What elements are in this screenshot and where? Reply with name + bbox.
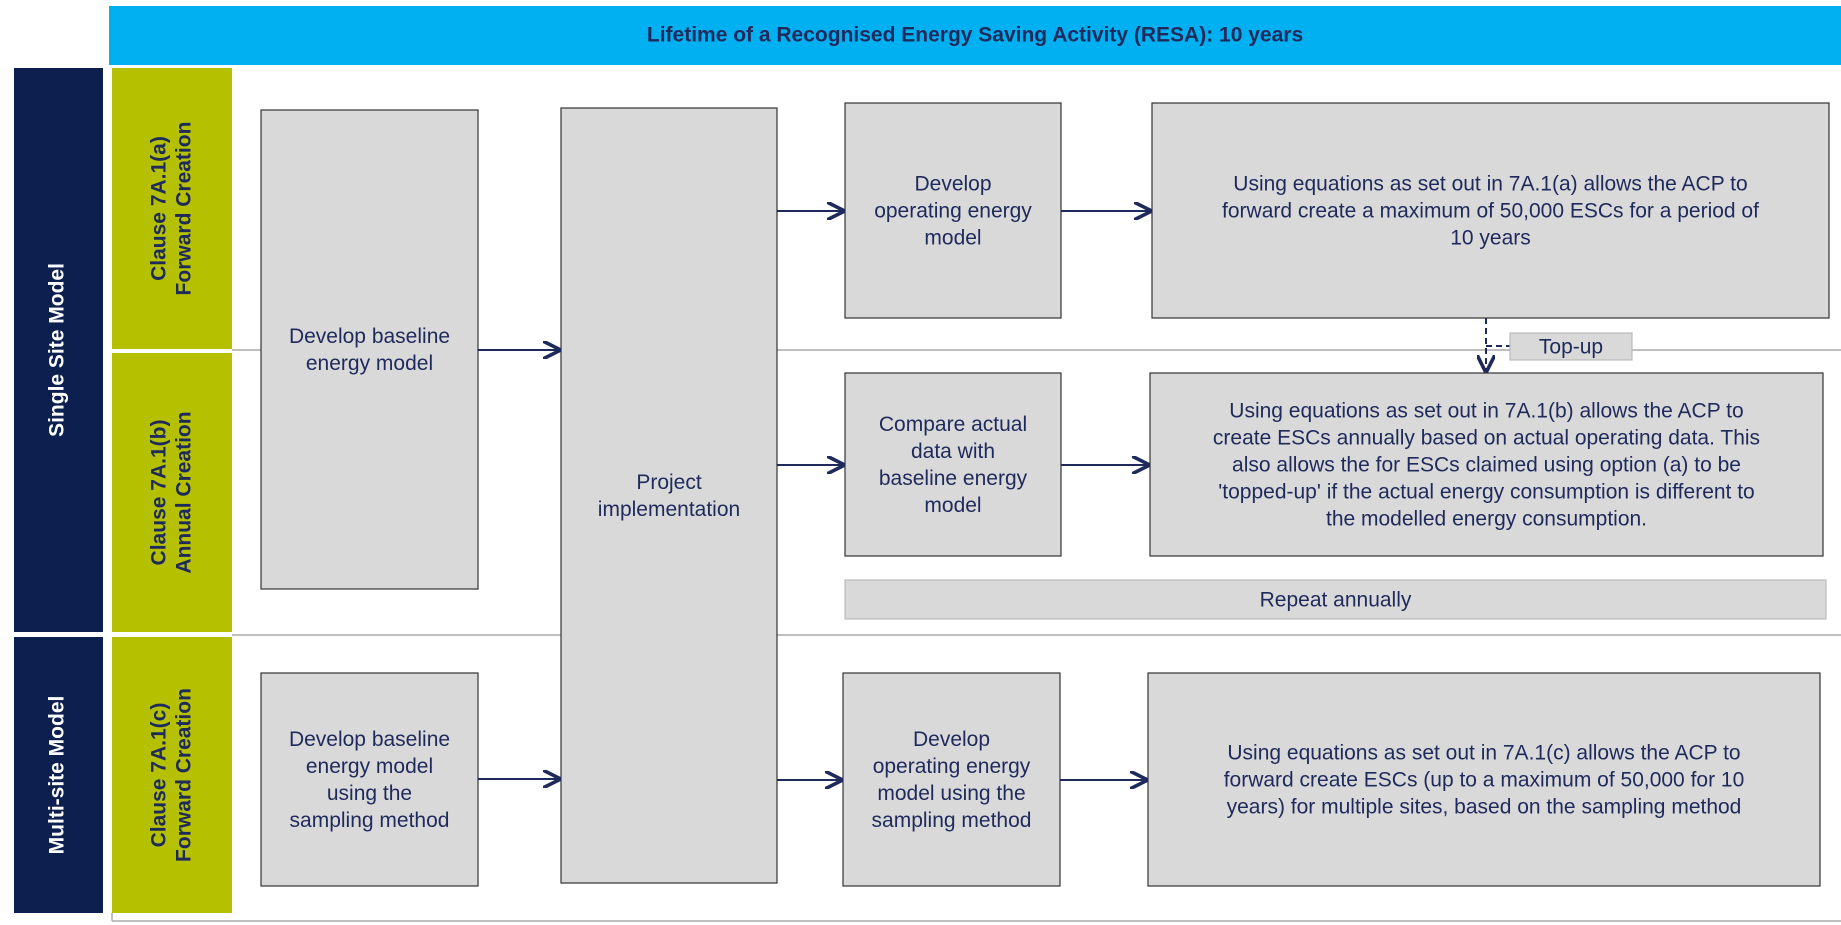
label-line: create ESCs annually based on actual ope… <box>1213 426 1760 449</box>
header-bar <box>109 6 1841 65</box>
clause-group: Clause 7A.1(a)Forward Creation <box>147 122 195 296</box>
node-box <box>560 107 778 884</box>
clause-bar <box>112 637 232 913</box>
label-line: Clause 7A.1(c) <box>147 703 170 848</box>
label: Develop baseline energy model using the sam… <box>289 728 450 832</box>
label: Develop operating energy model using the sa… <box>872 728 1032 832</box>
node-box <box>260 672 479 887</box>
node-box <box>842 672 1061 887</box>
clause-bar <box>112 353 232 632</box>
label-line: years) for multiple sites, based on the … <box>1227 795 1742 818</box>
label-line: sampling method <box>290 809 450 832</box>
label: Clause 7A.1(a)Forward Creation <box>147 122 195 296</box>
label-line: Clause 7A.1(a) <box>147 136 170 281</box>
node-box <box>844 579 1827 620</box>
node-box <box>1147 672 1821 887</box>
node-box <box>1151 102 1830 319</box>
model-bar <box>14 637 103 913</box>
label: Using equations as set out in 7A.1(a) al… <box>1222 172 1759 249</box>
label-line: operating energy <box>873 755 1031 778</box>
label-line: Using equations as set out in 7A.1(a) al… <box>1233 172 1747 195</box>
label: Repeat annually <box>1260 588 1412 611</box>
label: Develop baseline energy model <box>289 325 450 375</box>
label-line: 10 years <box>1450 226 1531 249</box>
label-line: model <box>924 494 981 517</box>
label-line: Forward Creation <box>172 688 195 862</box>
label-line: data with <box>911 440 995 463</box>
label: Compare actual data with baseline energy mo… <box>879 413 1028 517</box>
label-line: energy model <box>306 352 433 375</box>
label: Project implementation <box>598 471 740 521</box>
label-line: model <box>924 226 981 249</box>
label: Using equations as set out in 7A.1(c) al… <box>1224 741 1745 818</box>
label-line: the modelled energy consumption. <box>1326 507 1647 530</box>
label-line: model using the <box>877 782 1025 805</box>
label: Top-up <box>1539 335 1603 358</box>
label-line: sampling method <box>872 809 1032 832</box>
label: Clause 7A.1(b)Annual Creation <box>147 411 195 573</box>
label-line: forward create ESCs (up to a maximum of … <box>1224 768 1745 791</box>
label-line: Using equations as set out in 7A.1(c) al… <box>1227 741 1740 764</box>
header-title: Lifetime of a Recognised Energy Saving A… <box>647 24 1303 47</box>
label: Using equations as set out in 7A.1(b) al… <box>1213 399 1760 530</box>
label-line: Develop <box>913 728 990 751</box>
label-line: Develop baseline <box>289 728 450 751</box>
label: Develop operating energy model <box>874 172 1032 249</box>
clause-group: Clause 7A.1(b)Annual Creation <box>147 411 195 573</box>
clause-bar <box>112 68 232 349</box>
label-line: energy model <box>306 755 433 778</box>
label-line: Using equations as set out in 7A.1(b) al… <box>1229 399 1743 422</box>
label-line: Compare actual <box>879 413 1027 436</box>
label-line: 'topped-up' if the actual energy consump… <box>1218 480 1754 503</box>
clause-group: Clause 7A.1(c)Forward Creation <box>147 688 195 862</box>
model-bar <box>14 68 103 632</box>
label-line: also allows the for ESCs claimed using o… <box>1232 453 1741 476</box>
label-line: Develop <box>914 172 991 195</box>
label-line: implementation <box>598 498 740 521</box>
node-box <box>1149 372 1824 557</box>
model-label: Single Site Model <box>46 263 69 437</box>
label: Clause 7A.1(c)Forward Creation <box>147 688 195 862</box>
node-box <box>844 372 1062 557</box>
label-line: Project <box>636 471 702 494</box>
label-line: forward create a maximum of 50,000 ESCs … <box>1222 199 1759 222</box>
label-line: using the <box>327 782 412 805</box>
model-label: Multi-site Model <box>46 696 69 855</box>
label-line: Develop baseline <box>289 325 450 348</box>
label-line: Clause 7A.1(b) <box>147 420 170 566</box>
node-box <box>844 102 1062 319</box>
label-line: Top-up <box>1539 335 1603 358</box>
label-line: operating energy <box>874 199 1032 222</box>
node-box <box>1509 332 1633 361</box>
label-line: Annual Creation <box>172 411 195 573</box>
node-box <box>260 109 479 590</box>
label-line: baseline energy <box>879 467 1028 490</box>
label-line: Forward Creation <box>172 122 195 296</box>
label-line: Repeat annually <box>1260 588 1412 611</box>
